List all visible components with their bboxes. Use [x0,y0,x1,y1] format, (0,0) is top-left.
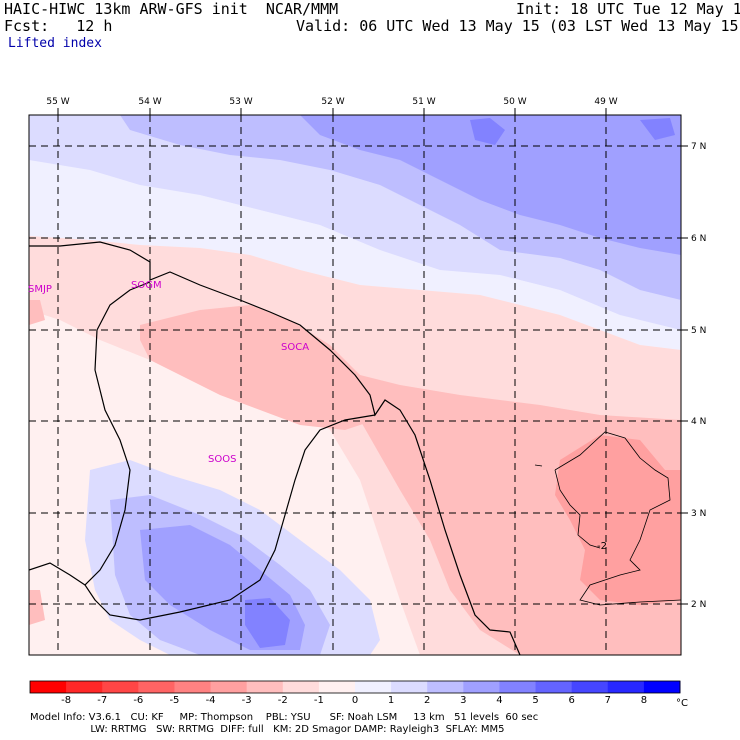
colorbar-tick-label: -8 [61,695,71,706]
colorbar-tick-label: 1 [388,695,394,706]
colorbar-swatch [30,681,67,693]
colorbar-tick-label: 6 [568,695,574,706]
colorbar-frame [29,680,681,694]
station-label: SOGM [131,280,162,291]
colorbar-swatch [246,681,284,693]
station-label: SOOS [208,454,236,465]
colorbar-swatch [643,681,681,693]
colorbar-tick-label: -7 [97,695,107,706]
lon-label: 54 W [138,97,161,107]
colorbar-tick-label: -6 [133,695,143,706]
model-info-line2: LW: RRTMG SW: RRTMG DIFF: full KM: 2D Sm… [30,724,505,735]
colorbar-swatch [535,681,573,693]
colorbar-tick-label: 2 [424,695,430,706]
colorbar-swatch [318,681,356,693]
colorbar-tick-label: 7 [605,695,611,706]
field-name: Lifted index [8,36,102,51]
colorbar-tick-label: -4 [206,695,216,706]
colorbar-tick-label: 3 [460,695,466,706]
lon-label: 55 W [46,97,69,107]
station-label: SOCA [281,342,309,353]
colorbar-swatch [427,681,464,693]
shaded-field [29,115,681,655]
colorbar-swatch [138,681,175,693]
colorbar-tick-label: -3 [242,695,252,706]
contour-value-label: -2 [597,541,607,552]
colorbar-tick-label: -2 [278,695,288,706]
lat-label: 7 N [691,142,706,152]
colorbar-tick-label: 8 [641,695,647,706]
colorbar-swatch [391,681,428,693]
colorbar-tick-label: -1 [314,695,324,706]
colorbar-tick-label: 4 [496,695,502,706]
lat-label: 6 N [691,234,706,244]
model-info-line1: Model Info: V3.6.1 CU: KF MP: Thompson P… [30,712,539,723]
colorbar-swatch [571,681,609,693]
lon-label: 53 W [229,97,252,107]
colorbar-swatch [282,681,320,693]
lat-label: 3 N [691,509,706,519]
forecast-hour: Fcst: 12 h [4,17,113,35]
colorbar-tick-label: 5 [532,695,538,706]
plot-frame [28,114,682,656]
valid-time: Valid: 06 UTC Wed 13 May 15 (03 LST Wed … [296,17,740,35]
lat-label: 5 N [691,326,706,336]
station-label: SMJP [28,284,52,295]
colorbar-swatch [607,681,645,693]
colorbar-tick-label: 0 [352,695,358,706]
lon-label: 50 W [503,97,526,107]
lat-label: 4 N [691,417,706,427]
lon-label: 52 W [321,97,344,107]
lon-label: 49 W [594,97,617,107]
colorbar-swatch [174,681,212,693]
init-time: Init: 18 UTC Tue 12 May 15 [516,0,740,18]
colorbar-swatch [102,681,139,693]
lat-lon-grid [29,115,681,655]
colorbar-swatch [355,681,392,693]
colorbar-swatch [499,681,537,693]
colorbar-tick-label: -5 [169,695,179,706]
colorbar-swatch [210,681,248,693]
colorbar-swatch [463,681,500,693]
model-title: HAIC-HIWC 13km ARW-GFS init NCAR/MMM [4,0,339,18]
colorbar-swatch [66,681,103,693]
lon-label: 51 W [412,97,435,107]
colorbar-unit: °C [676,698,688,709]
lat-label: 2 N [691,600,706,610]
contour-line [534,431,681,606]
colorbar: -8 -7 -6 -5 -4 -3 -2 -1 0 1 2 3 4 5 6 7 8 [29,680,681,706]
